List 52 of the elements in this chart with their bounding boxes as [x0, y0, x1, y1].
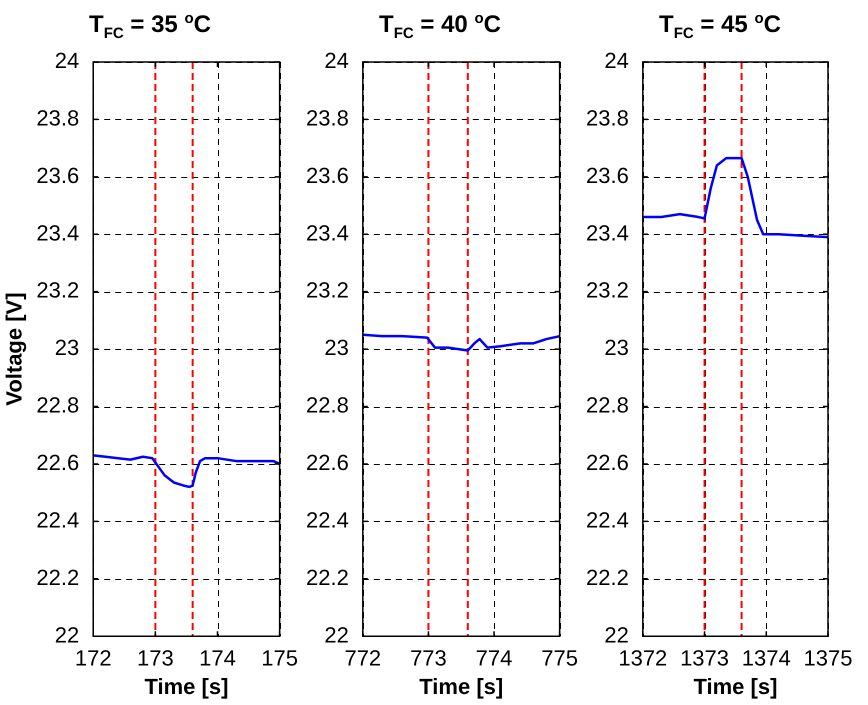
y-tick-label: 22.4 [306, 507, 349, 532]
y-tick-label: 23.2 [36, 278, 80, 303]
y-tick-label: 23.8 [36, 105, 80, 130]
x-tick-label: 1374 [742, 645, 791, 670]
y-tick-label: 23.4 [586, 220, 629, 246]
x-tick-label: 1372 [618, 645, 668, 670]
y-tick-label: 24 [54, 48, 80, 74]
y-tick-label: 23.2 [586, 278, 629, 303]
y-tick-label: 22.2 [306, 564, 349, 590]
y-tick-label: 23 [324, 335, 349, 360]
y-tick-label: 23.8 [306, 105, 349, 130]
y-tick-label: 22.2 [36, 564, 80, 590]
chart-title: T$_{FC}$ = 35 $^{o}$C [88, 10, 212, 42]
y-tick-label: 23.4 [306, 220, 349, 246]
x-axis-title: Time [s] [419, 674, 504, 699]
x-tick-label: 773 [410, 645, 447, 670]
x-tick-label: 772 [344, 645, 382, 670]
y-tick-label: 22.8 [36, 392, 80, 418]
x-tick-label: 775 [541, 645, 578, 670]
y-tick-label: 22.4 [36, 507, 80, 532]
x-tick-label: 1375 [804, 645, 852, 670]
x-axis-title: Time [s] [144, 674, 228, 699]
y-tick-label: 24 [604, 48, 629, 74]
y-tick-label: 22.6 [36, 450, 80, 476]
y-tick-label: 23.8 [586, 105, 629, 130]
x-tick-label: 172 [74, 645, 112, 670]
y-tick-label: 22.8 [306, 392, 349, 418]
x-tick-label: 1373 [680, 645, 730, 670]
x-tick-label: 774 [476, 645, 512, 670]
y-tick-label: 22.6 [306, 450, 349, 476]
y-tick-label: 23 [604, 335, 629, 360]
y-axis-title: Voltage [V] [1, 292, 26, 406]
x-tick-label: 173 [137, 645, 174, 670]
y-tick-label: 23.6 [306, 162, 349, 188]
y-tick-label: 23 [54, 335, 80, 360]
chart-title: T$_{FC}$ = 40 $^{o}$C [378, 10, 502, 42]
y-tick-label: 23.6 [586, 162, 629, 188]
x-tick-label: 175 [261, 645, 298, 670]
y-tick-label: 22.6 [586, 450, 629, 476]
x-tick-label: 174 [199, 645, 236, 670]
y-tick-label: 22.8 [586, 392, 629, 418]
x-axis-title: Time [s] [693, 674, 778, 699]
y-tick-label: 22 [604, 622, 629, 648]
y-tick-label: 22 [324, 622, 349, 648]
y-tick-label: 22.2 [586, 564, 629, 590]
y-tick-label: 24 [324, 48, 349, 74]
y-tick-label: 22 [54, 622, 80, 648]
y-tick-label: 22.4 [586, 507, 629, 532]
y-tick-label: 23.2 [306, 278, 349, 303]
chart-title: T$_{FC}$ = 45 $^{o}$C [658, 10, 782, 42]
y-tick-label: 23.4 [36, 220, 80, 246]
y-tick-label: 23.6 [36, 162, 80, 188]
